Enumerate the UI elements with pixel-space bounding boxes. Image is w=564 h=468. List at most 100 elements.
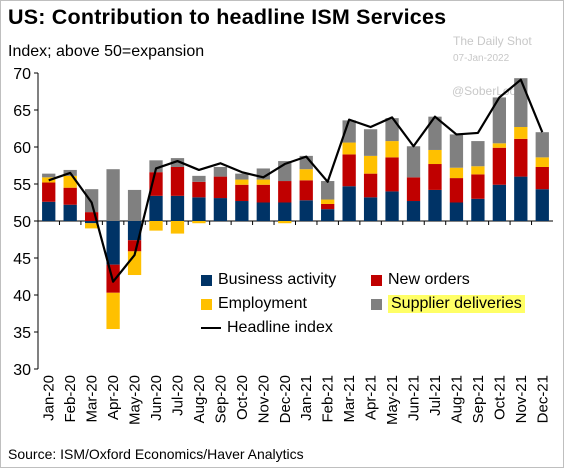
x-tick-label: Nov-20: [255, 375, 272, 423]
x-tick-label: Jan-21: [298, 375, 315, 421]
headline-line: [48, 78, 544, 283]
bar-supplier: [192, 175, 206, 182]
bar-orders: [42, 182, 56, 202]
bar-supplier: [535, 132, 549, 158]
x-tick-label: Feb-21: [320, 375, 337, 423]
bar-employment: [514, 127, 528, 139]
bar-business: [149, 195, 163, 221]
bar-supplier: [106, 169, 120, 221]
chart-source: Source: ISM/Oxford Economics/Haver Analy…: [8, 446, 304, 462]
x-tick-label: Dec-21: [534, 375, 551, 423]
watermark-date: 07-Jan-2022: [453, 53, 510, 64]
y-tick-label: 30: [13, 362, 31, 379]
bar-employment: [278, 221, 292, 224]
bar-supplier: [385, 118, 399, 142]
watermark: The Daily Shot: [453, 34, 532, 48]
bar-employment: [106, 292, 120, 330]
bar-business: [299, 200, 313, 221]
bar-orders: [299, 180, 313, 201]
bar-orders: [127, 240, 142, 252]
legend-line-headline: [201, 327, 221, 329]
y-tick-label: 40: [13, 288, 31, 305]
bar-employment: [170, 221, 185, 234]
bar-business: [63, 204, 77, 221]
x-tick-label: Dec-20: [277, 375, 294, 423]
bar-employment: [192, 221, 206, 224]
bar-supplier: [428, 116, 442, 150]
bar-orders: [84, 212, 99, 221]
x-tick-label: Jul-20: [169, 375, 186, 416]
bar-business: [492, 184, 507, 221]
bar-business: [256, 202, 270, 221]
bar-employment: [342, 142, 356, 155]
x-tick-label: Sep-21: [470, 375, 487, 423]
bar-employment: [363, 155, 378, 174]
y-tick-label: 60: [13, 140, 31, 157]
bar-employment: [256, 179, 270, 185]
watermark-handle: @SoberLook: [452, 84, 523, 98]
bar-employment: [149, 221, 163, 231]
bar-orders: [192, 181, 206, 198]
bar-orders: [471, 174, 485, 199]
bar-employment: [63, 175, 77, 188]
x-tick-label: Mar-20: [84, 375, 101, 423]
bar-supplier: [363, 129, 378, 156]
bar-supplier: [256, 168, 270, 180]
bar-orders: [278, 181, 292, 203]
bar-orders: [514, 138, 528, 177]
bar-employment: [299, 169, 313, 181]
bar-orders: [256, 184, 270, 203]
x-tick-label: Jun-20: [148, 375, 165, 421]
bar-business: [127, 221, 142, 241]
legend-business: Business activity: [201, 271, 336, 289]
bar-supplier: [449, 134, 464, 168]
bar-business: [42, 201, 56, 221]
bar-business: [235, 201, 249, 221]
chart-title: US: Contribution to headline ISM Service…: [8, 5, 447, 29]
x-tick-label: Jun-21: [406, 375, 423, 421]
bar-orders: [492, 147, 507, 185]
x-tick-label: Feb-20: [62, 375, 79, 423]
bar-business: [321, 209, 335, 221]
bar-employment: [492, 143, 507, 148]
x-tick-label: Oct-21: [491, 375, 508, 420]
bar-employment: [535, 157, 549, 167]
bar-employment: [321, 199, 335, 204]
x-tick-label: Apr-21: [363, 375, 380, 420]
x-tick-label: Jul-21: [427, 375, 444, 416]
bar-business: [278, 202, 292, 221]
bar-orders: [385, 157, 399, 192]
bar-employment: [385, 141, 399, 158]
bar-supplier: [492, 97, 507, 144]
legend-label-orders: New orders: [388, 271, 470, 288]
bar-employment: [428, 149, 442, 165]
y-tick-label: 65: [13, 103, 31, 120]
legend-employment: Employment: [201, 295, 307, 313]
x-tick-label: Jan-20: [41, 375, 58, 421]
bar-supplier: [42, 173, 56, 178]
bar-business: [213, 198, 228, 221]
bar-supplier: [127, 189, 142, 221]
bar-supplier: [471, 141, 485, 167]
legend-label-business: Business activity: [218, 271, 337, 288]
bar-business: [170, 195, 185, 221]
bar-orders: [449, 178, 464, 203]
chart-subtitle: Index; above 50=expansion: [8, 43, 205, 60]
bar-business: [84, 221, 99, 224]
legend-swatch-orders: [371, 274, 382, 286]
x-tick-label: Sep-20: [212, 375, 229, 423]
x-tick-label: Aug-21: [448, 375, 465, 423]
bar-business: [471, 198, 485, 221]
bar-business: [514, 176, 528, 221]
x-tick-label: May-21: [384, 375, 401, 425]
y-tick-label: 50: [13, 214, 31, 231]
y-tick-label: 45: [13, 251, 31, 268]
bar-orders: [406, 177, 421, 202]
bar-employment: [84, 223, 99, 229]
y-tick-label: 55: [13, 177, 31, 194]
bar-business: [106, 221, 120, 265]
bar-orders: [170, 166, 185, 196]
legend-swatch-business: [201, 274, 212, 286]
bar-supplier: [406, 146, 421, 178]
